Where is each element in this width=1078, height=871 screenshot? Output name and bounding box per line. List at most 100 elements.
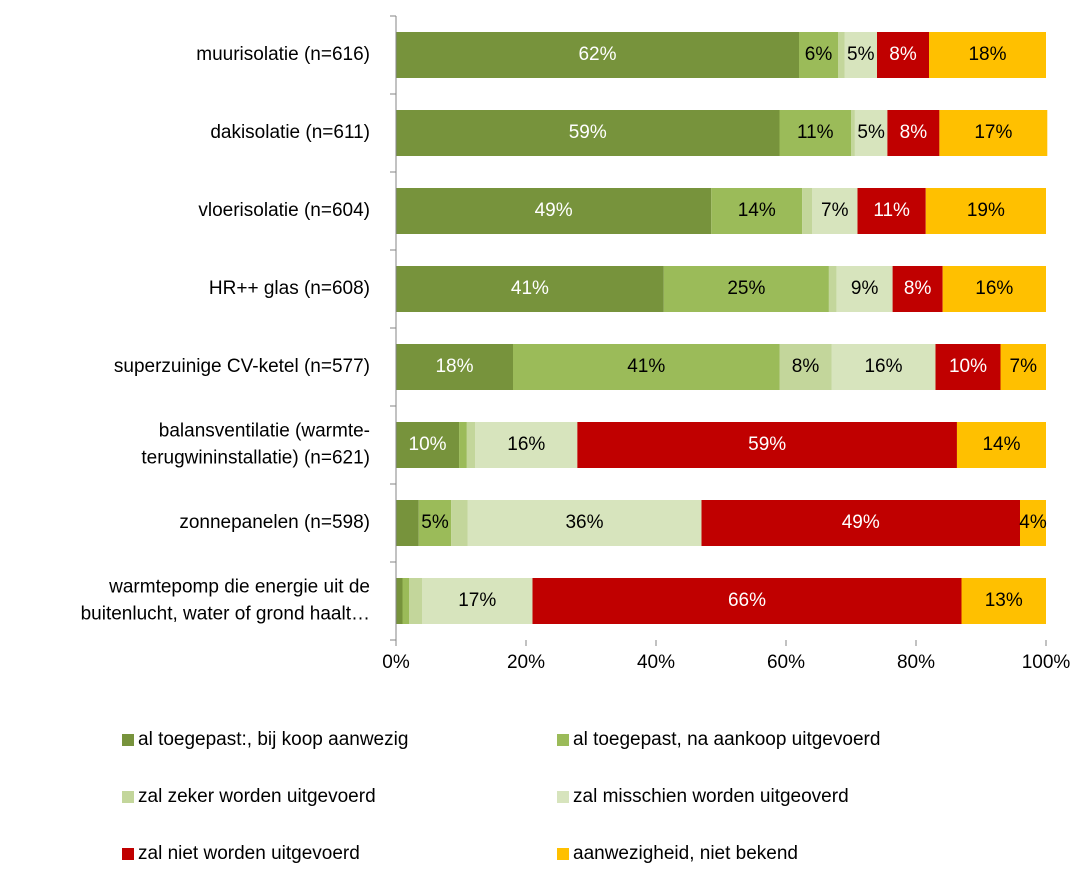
legend-label: zal misschien worden uitgeoverd (573, 786, 849, 807)
bar-segment (961, 578, 1046, 624)
data-label: 13% (985, 590, 1023, 611)
data-label: 8% (900, 122, 928, 143)
bar-segment (942, 266, 1046, 312)
data-label: 14% (738, 200, 776, 221)
bar-segment (396, 32, 799, 78)
data-label: 19% (967, 200, 1005, 221)
data-label: 17% (458, 590, 496, 611)
x-tick-label: 60% (767, 652, 805, 673)
x-tick-label: 20% (507, 652, 545, 673)
x-tick-label: 80% (897, 652, 935, 673)
legend-label: zal niet worden uitgevoerd (138, 843, 360, 864)
bar-segment (467, 500, 702, 546)
bar-segment (459, 422, 467, 468)
bar-segment (396, 422, 460, 468)
data-label: 41% (511, 278, 549, 299)
x-tick-label: 40% (637, 652, 675, 673)
data-label: 11% (797, 122, 834, 143)
bar-segment (396, 344, 513, 390)
data-label: 59% (569, 122, 607, 143)
bar-segment (812, 188, 858, 234)
legend-swatch (557, 734, 569, 746)
y-tick-label: balansventilatie (warmte-terugwininstall… (141, 421, 370, 469)
data-label: 11% (873, 200, 910, 221)
bar-segment (877, 32, 929, 78)
bar-segment (844, 32, 877, 78)
data-label: 18% (968, 44, 1006, 65)
legend-swatch (557, 848, 569, 860)
bar-segment (956, 422, 1046, 468)
data-label: 59% (748, 434, 786, 455)
data-label: 41% (627, 356, 665, 377)
data-label: 36% (565, 512, 603, 533)
bar-segment (828, 266, 837, 312)
data-label: 7% (1010, 356, 1038, 377)
data-label: 16% (975, 278, 1013, 299)
y-tick-label: HR++ glas (n=608) (209, 278, 370, 299)
data-label: 7% (821, 200, 849, 221)
bar-segment (838, 32, 845, 78)
data-label: 17% (974, 122, 1012, 143)
data-label: 16% (864, 356, 902, 377)
bar-segment (451, 500, 468, 546)
legend-swatch (122, 734, 134, 746)
bar-segment (925, 188, 1046, 234)
bar-segment (711, 188, 803, 234)
data-label: 5% (857, 122, 885, 143)
bar-segment (396, 110, 780, 156)
data-label: 8% (889, 44, 917, 65)
bar-segment (422, 578, 533, 624)
bar-segment (409, 578, 422, 624)
legend-swatch (557, 791, 569, 803)
data-label: 16% (507, 434, 545, 455)
bar-segment (836, 266, 893, 312)
bar-segment (892, 266, 943, 312)
data-label: 5% (421, 512, 449, 533)
bar-segment (701, 500, 1020, 546)
bar-segment (396, 578, 403, 624)
bar-segment (466, 422, 476, 468)
bar-segment (532, 578, 962, 624)
bar-segment (935, 344, 1001, 390)
data-label: 49% (535, 200, 573, 221)
legend-label: al toegepast, na aankoop uitgevoerd (573, 729, 880, 750)
legend-label: zal zeker worden uitgevoerd (138, 786, 376, 807)
y-tick-label: superzuinige CV-ketel (n=577) (114, 356, 370, 377)
data-label: 49% (842, 512, 880, 533)
bar-segment (577, 422, 957, 468)
bar-segment (396, 188, 712, 234)
bar-segment (799, 32, 838, 78)
bar-segment (1000, 344, 1046, 390)
y-tick-label: zonnepanelen (n=598) (179, 512, 370, 533)
data-label: 8% (904, 278, 932, 299)
data-label: 10% (409, 434, 447, 455)
bar-segment (939, 110, 1048, 156)
bar-segment (779, 344, 832, 390)
data-label: 18% (435, 356, 473, 377)
y-tick-label: warmtepomp die energie uit de buitenlucht… (81, 577, 370, 625)
y-tick-label: dakisolatie (n=611) (210, 122, 370, 143)
bar-segment (887, 110, 940, 156)
bar-segment (513, 344, 780, 390)
bar-segment (802, 188, 812, 234)
data-label: 8% (792, 356, 820, 377)
x-tick-label: 0% (382, 652, 410, 673)
legend-label: al toegepast:, bij koop aanwezig (138, 729, 408, 750)
legend-swatch (122, 848, 134, 860)
bar-segment (396, 500, 419, 546)
bar-segment (851, 110, 855, 156)
bar-segment (402, 578, 409, 624)
y-tick-label: vloerisolatie (n=604) (198, 200, 370, 221)
bar-segment (663, 266, 829, 312)
data-label: 10% (949, 356, 987, 377)
bar-segment (1020, 500, 1046, 546)
data-label: 6% (805, 44, 833, 65)
data-label: 9% (851, 278, 879, 299)
x-tick-label: 100% (1022, 652, 1071, 673)
legend-swatch (122, 791, 134, 803)
bar-segment (779, 110, 851, 156)
bar-segment (418, 500, 452, 546)
y-tick-label: muurisolatie (n=616) (196, 44, 370, 65)
bar-segment (396, 266, 664, 312)
